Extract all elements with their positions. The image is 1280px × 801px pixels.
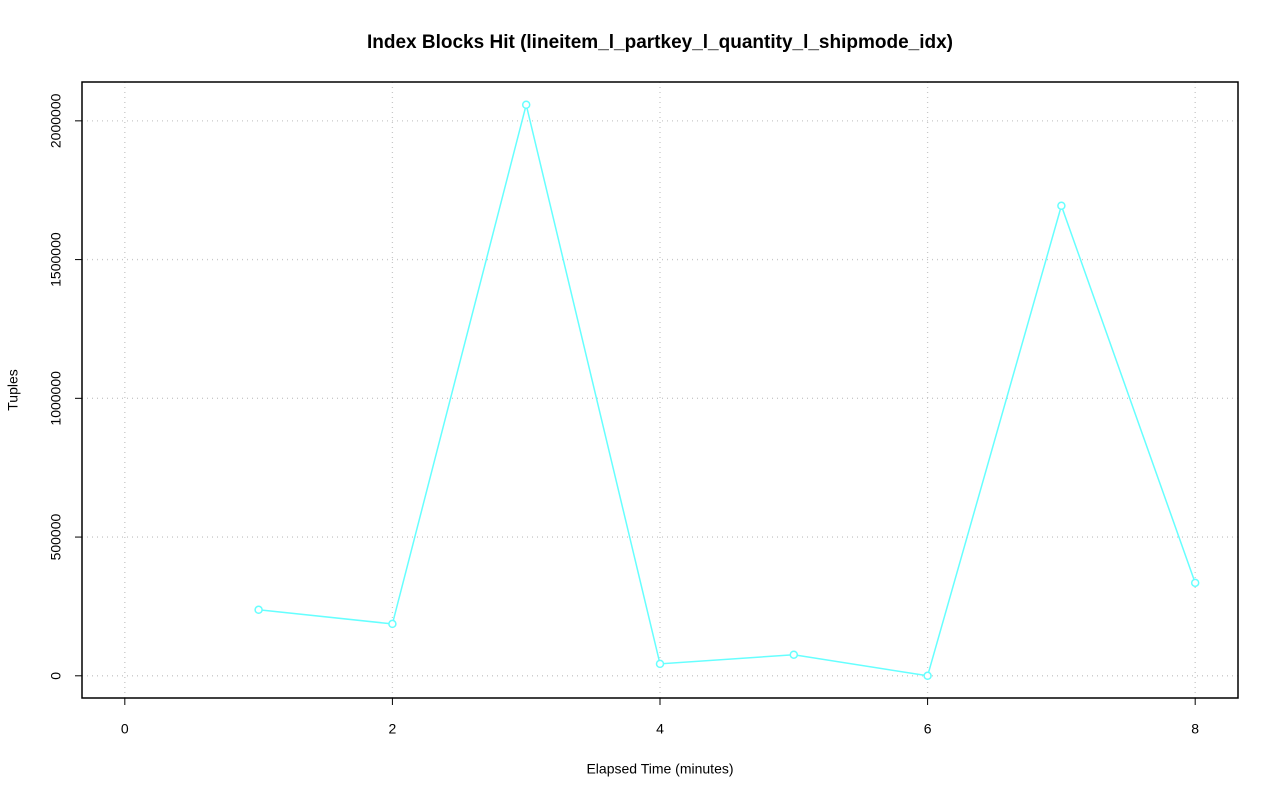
y-tick-label: 1500000: [48, 232, 64, 287]
data-point: [655, 659, 665, 669]
x-tick-label: 0: [121, 721, 129, 737]
x-axis-label: Elapsed Time (minutes): [586, 761, 733, 777]
plot-box: [81, 81, 1239, 699]
data-point: [254, 605, 263, 615]
series-line: [258, 104, 1196, 677]
x-tick-label: 8: [1191, 721, 1199, 737]
y-tick-label: 500000: [48, 513, 64, 560]
data-point: [1190, 578, 1200, 588]
x-tick-label: 6: [924, 721, 932, 737]
y-axis-label: Tuples: [5, 369, 21, 411]
y-tick-label: 0: [48, 672, 64, 680]
chart-title: Index Blocks Hit (lineitem_l_partkey_l_q…: [367, 32, 953, 53]
x-tick-label: 4: [656, 721, 664, 737]
x-tick-label: 2: [389, 721, 397, 737]
plot-area: 0 2 4 6 8 0 500000 1000000 1500000 2000000: [48, 82, 1238, 737]
data-point: [388, 619, 397, 629]
y-tick-label: 2000000: [48, 93, 64, 148]
data-point: [1057, 201, 1066, 211]
data-point: [789, 650, 799, 659]
data-point: [923, 671, 932, 681]
data-point: [521, 100, 531, 110]
y-tick-label: 1000000: [48, 371, 64, 426]
